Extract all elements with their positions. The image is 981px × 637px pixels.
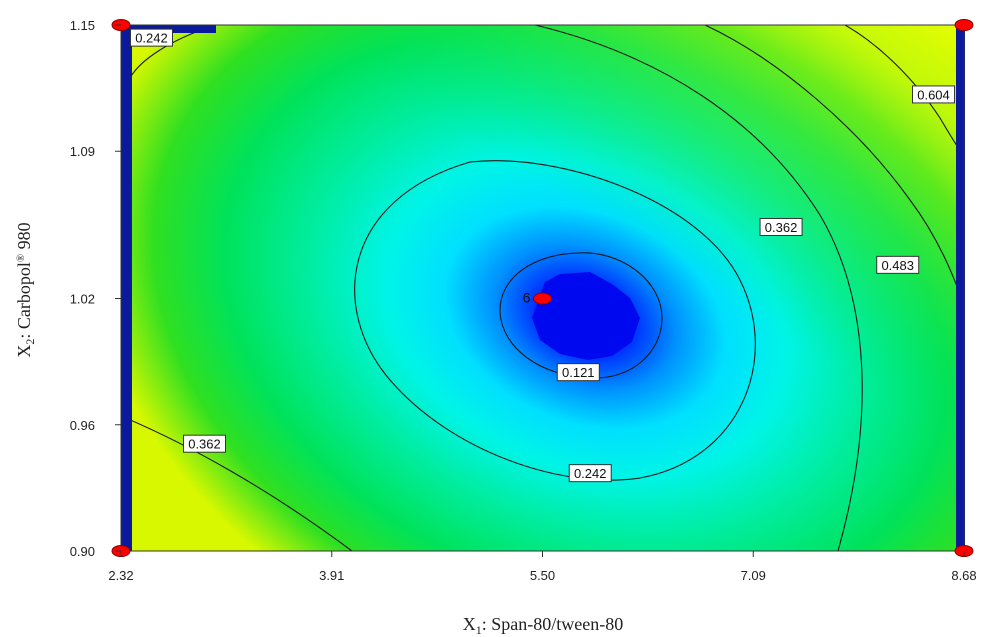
x-axis-title-var: X [463,614,476,634]
contour-label-text: 0.362 [188,437,221,452]
contour-label: 0.242 [129,28,173,47]
contour-label-text: 0.242 [574,466,607,481]
contour-label-box [876,255,920,274]
right-edge-bar [956,25,965,551]
y-axis-title-sup: ® [15,254,27,262]
y-tick-label: 1.09 [70,144,95,159]
x-axis-title-rest: : Span-80/tween-80 [482,614,623,634]
left-edge-bar [121,25,132,551]
y-axis-ticks: 0.90 0.96 1.02 1.09 1.15 [70,18,121,559]
contour-label: 0.483 [876,255,920,274]
contour-label: 0.121 [556,363,600,382]
contour-label-box [183,434,227,453]
y-axis-title-sub: 2 [23,339,37,345]
contour-label-box [759,217,803,236]
contour-label: 0.362 [183,434,227,453]
contour-0.483 [704,25,964,306]
contour-label: 0.362 [759,217,803,236]
contour-label-box [556,363,600,382]
contour-label-box [568,464,612,483]
min-core [532,272,640,360]
contour-0.362-left [121,415,353,551]
contour-label-text: 0.483 [881,258,914,273]
contour-0.362-right [534,25,863,551]
x-axis-title-sub: 1 [476,623,482,637]
x-tick-label: 2.32 [108,568,133,583]
y-axis-title-tail: 980 [14,222,34,254]
contour-label: 0.604 [912,85,956,104]
x-tick-label: 8.68 [951,568,976,583]
contour-label-box [129,28,173,47]
x-tick-label: 3.91 [319,568,344,583]
y-tick-label: 0.96 [70,418,95,433]
y-tick-label: 0.90 [70,544,95,559]
plot-highlight [121,25,964,551]
design-point [533,292,552,305]
y-tick-label: 1.15 [70,18,95,33]
contour-label-text: 0.604 [917,87,950,102]
y-axis-title-rest: : Carbopol [14,262,34,339]
y-axis-title-var: X [14,345,34,358]
contour-labels: 0.242 0.604 0.362 0.483 0.121 0.242 0.362 [129,28,956,483]
x-tick-label: 7.09 [741,568,766,583]
design-point-label: 6 [523,290,531,306]
x-axis-ticks: 2.32 3.91 5.50 7.09 8.68 [108,551,977,583]
contour-label: 0.242 [568,464,612,483]
design-point [954,19,974,31]
contour-label-text: 0.362 [765,220,798,235]
contour-label-text: 0.242 [135,31,168,46]
y-axis-title: X2: Carbopol® 980 [14,222,37,357]
contour-label-box [912,85,956,104]
contour-0.242-center [354,160,756,481]
x-axis-title: X1: Span-80/tween-80 [463,614,623,637]
x-tick-label: 5.50 [530,568,555,583]
contour-label-text: 0.121 [562,365,595,380]
y-tick-label: 1.02 [70,292,95,307]
